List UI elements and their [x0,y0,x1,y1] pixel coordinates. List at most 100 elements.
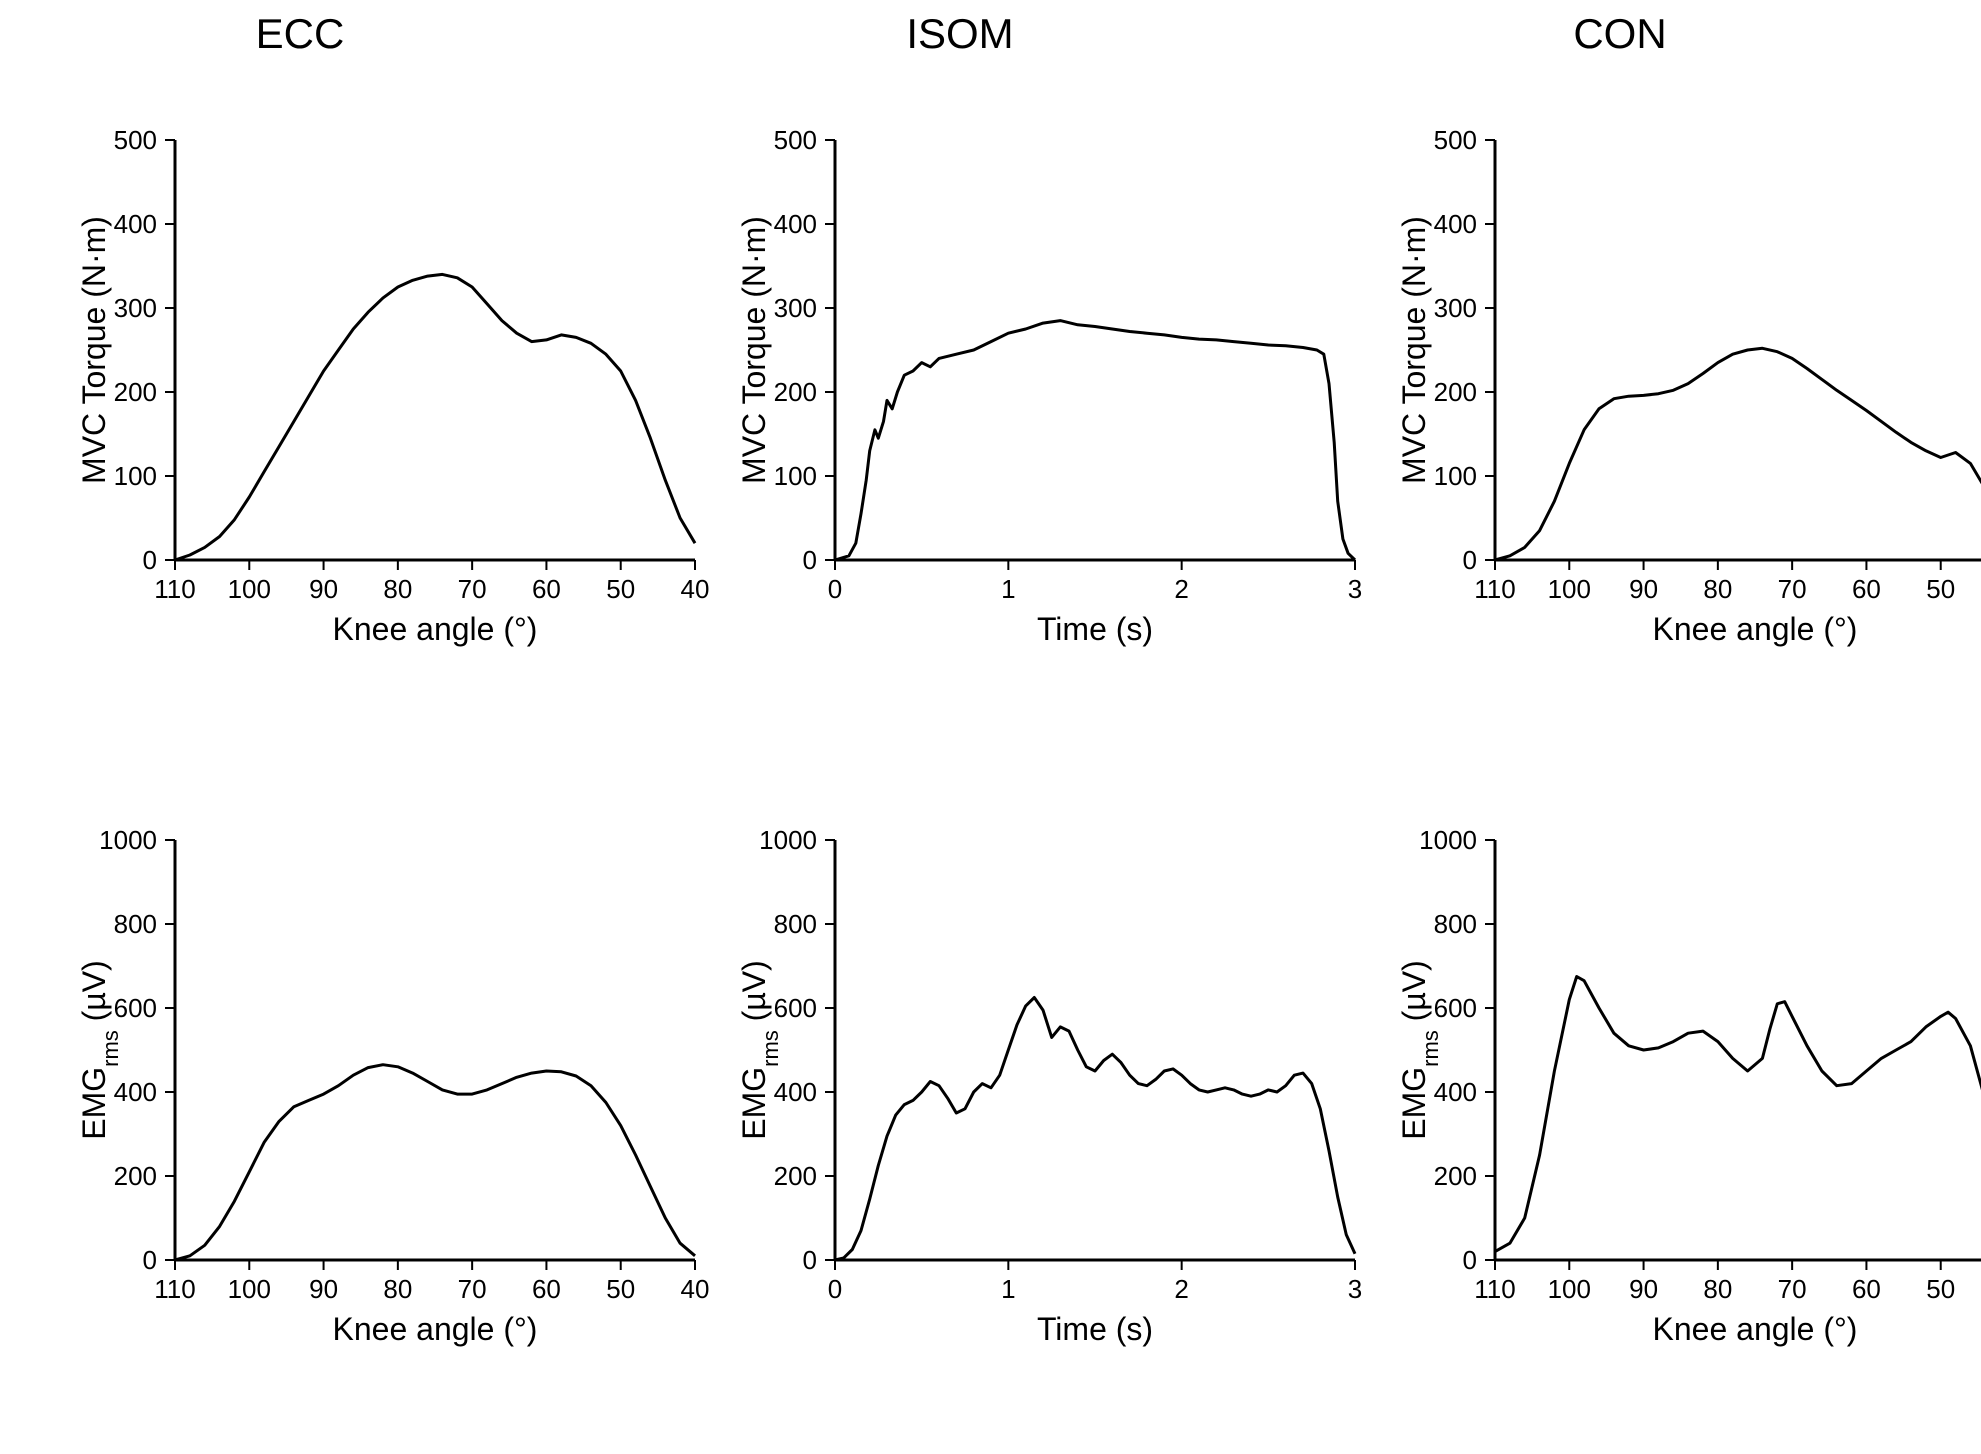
svg-text:100: 100 [1434,461,1477,491]
svg-text:1000: 1000 [759,825,817,855]
svg-text:2: 2 [1174,574,1188,604]
svg-text:100: 100 [114,461,157,491]
svg-text:110: 110 [154,574,195,604]
panel-isom-torque: 01230100200300400500Time (s)MVC Torque (… [740,120,1380,680]
x-axis-label: Time (s) [1037,611,1153,647]
svg-text:200: 200 [774,1161,817,1191]
data-series [1495,977,1981,1252]
svg-text:90: 90 [1629,574,1658,604]
svg-text:40: 40 [681,574,710,604]
figure-container: ECCISOMCON110100908070605040010020030040… [0,0,1981,1454]
svg-text:200: 200 [1434,377,1477,407]
svg-text:70: 70 [458,574,487,604]
svg-text:0: 0 [143,545,157,575]
svg-text:110: 110 [1474,574,1515,604]
svg-text:90: 90 [309,1274,338,1304]
data-series [835,998,1355,1261]
svg-text:200: 200 [114,1161,157,1191]
svg-text:80: 80 [1703,574,1732,604]
svg-text:200: 200 [774,377,817,407]
y-axis-label: EMGrms (µV) [736,960,783,1140]
svg-text:500: 500 [1434,125,1477,155]
svg-text:300: 300 [114,293,157,323]
svg-text:3: 3 [1348,1274,1362,1304]
svg-text:600: 600 [1434,993,1477,1023]
svg-text:40: 40 [681,1274,710,1304]
panel-con-emg: 11010090807060504002004006008001000Knee … [1400,820,1981,1380]
column-title-isom: ISOM [860,10,1060,58]
svg-text:0: 0 [828,1274,842,1304]
column-title-ecc: ECC [200,10,400,58]
svg-text:70: 70 [458,1274,487,1304]
x-axis-label: Knee angle (°) [1653,1311,1858,1347]
svg-text:50: 50 [606,1274,635,1304]
y-axis-label: EMGrms (µV) [76,960,123,1140]
svg-text:1000: 1000 [1419,825,1477,855]
panel-isom-emg: 012302004006008001000Time (s)EMGrms (µV) [740,820,1380,1380]
svg-text:90: 90 [309,574,338,604]
svg-text:400: 400 [1434,1077,1477,1107]
svg-text:1: 1 [1001,1274,1015,1304]
svg-text:400: 400 [774,209,817,239]
svg-text:1000: 1000 [99,825,157,855]
svg-text:60: 60 [532,1274,561,1304]
svg-text:80: 80 [383,574,412,604]
y-axis-label: EMGrms (µV) [1396,960,1443,1140]
svg-text:800: 800 [114,909,157,939]
svg-text:400: 400 [114,1077,157,1107]
svg-text:800: 800 [1434,909,1477,939]
svg-text:200: 200 [114,377,157,407]
svg-text:60: 60 [532,574,561,604]
x-axis-label: Knee angle (°) [333,611,538,647]
svg-text:70: 70 [1778,1274,1807,1304]
svg-text:0: 0 [803,545,817,575]
y-axis-label: MVC Torque (N·m) [1396,216,1432,484]
svg-text:500: 500 [774,125,817,155]
svg-text:500: 500 [114,125,157,155]
svg-text:1: 1 [1001,574,1015,604]
svg-text:400: 400 [114,209,157,239]
svg-text:300: 300 [774,293,817,323]
panel-ecc-emg: 11010090807060504002004006008001000Knee … [80,820,720,1380]
svg-text:110: 110 [154,1274,195,1304]
panel-ecc-torque: 1101009080706050400100200300400500Knee a… [80,120,720,680]
svg-text:50: 50 [606,574,635,604]
x-axis-label: Knee angle (°) [333,1311,538,1347]
svg-text:400: 400 [1434,209,1477,239]
svg-text:200: 200 [1434,1161,1477,1191]
svg-text:80: 80 [1703,1274,1732,1304]
svg-text:50: 50 [1926,574,1955,604]
column-title-con: CON [1520,10,1720,58]
data-series [835,321,1355,560]
svg-text:70: 70 [1778,574,1807,604]
x-axis-label: Time (s) [1037,1311,1153,1347]
svg-text:0: 0 [1463,545,1477,575]
svg-text:800: 800 [774,909,817,939]
svg-text:50: 50 [1926,1274,1955,1304]
svg-text:60: 60 [1852,574,1881,604]
x-axis-label: Knee angle (°) [1653,611,1858,647]
data-series [1495,348,1981,560]
panel-con-torque: 1101009080706050400100200300400500Knee a… [1400,120,1981,680]
svg-text:400: 400 [774,1077,817,1107]
svg-text:0: 0 [803,1245,817,1275]
svg-text:80: 80 [383,1274,412,1304]
svg-text:0: 0 [143,1245,157,1275]
svg-text:600: 600 [774,993,817,1023]
y-axis-label: MVC Torque (N·m) [76,216,112,484]
data-series [175,1065,695,1260]
svg-text:90: 90 [1629,1274,1658,1304]
svg-text:2: 2 [1174,1274,1188,1304]
svg-text:100: 100 [774,461,817,491]
svg-text:600: 600 [114,993,157,1023]
data-series [175,274,695,560]
y-axis-label: MVC Torque (N·m) [736,216,772,484]
svg-text:100: 100 [1548,574,1591,604]
svg-text:3: 3 [1348,574,1362,604]
svg-text:100: 100 [1548,1274,1591,1304]
svg-text:110: 110 [1474,1274,1515,1304]
svg-text:100: 100 [228,574,271,604]
svg-text:60: 60 [1852,1274,1881,1304]
svg-text:0: 0 [828,574,842,604]
svg-text:300: 300 [1434,293,1477,323]
